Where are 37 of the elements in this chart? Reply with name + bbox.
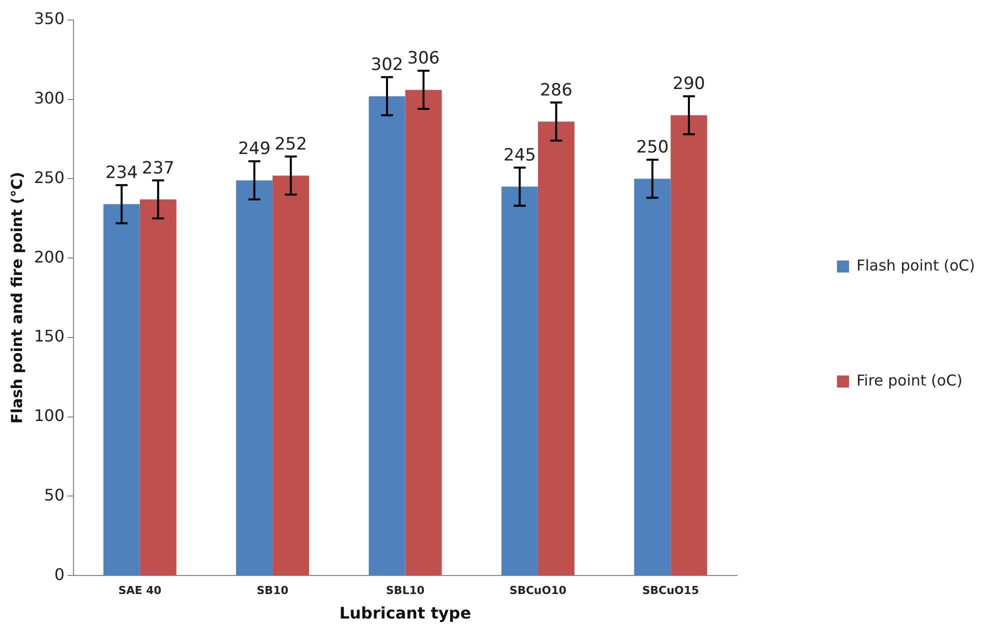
- bar: [634, 178, 671, 576]
- x-tick-label: SAE 40: [118, 584, 162, 598]
- data-label: 286: [540, 80, 572, 100]
- bar: [236, 180, 273, 576]
- y-tick-label: 200: [34, 247, 65, 266]
- data-label: 245: [503, 146, 536, 166]
- bar: [670, 115, 708, 576]
- data-label: 234: [105, 163, 138, 184]
- bar: [140, 199, 176, 576]
- y-tick-label: 150: [34, 326, 65, 346]
- data-label: 249: [238, 139, 271, 160]
- y-tick-label: 100: [34, 406, 65, 426]
- bar: [368, 96, 406, 576]
- y-tick-label: 50: [44, 485, 65, 504]
- data-label: 302: [370, 55, 404, 76]
- bar: [501, 186, 538, 576]
- data-label: 237: [142, 158, 174, 178]
- data-label: 306: [407, 48, 440, 69]
- legend-label: Flash point (oC): [856, 256, 975, 274]
- y-tick-label: 350: [34, 9, 65, 28]
- x-axis-title: Lubricant type: [339, 604, 472, 623]
- x-tick-label: SBCuO10: [510, 584, 567, 598]
- y-tick-label: 300: [34, 88, 65, 108]
- bar: [405, 90, 442, 576]
- x-tick-label: SBL10: [386, 584, 425, 598]
- bar: [103, 204, 140, 576]
- y-axis-title: Flash point and fire point (°C): [8, 172, 26, 424]
- bar: [538, 122, 574, 576]
- x-tick-label: SBCuO15: [642, 584, 700, 598]
- legend-label: Fire point (oC): [856, 371, 962, 390]
- y-tick-label: 0: [54, 564, 65, 584]
- y-tick-label: 250: [34, 168, 65, 187]
- data-label: 250: [636, 138, 669, 158]
- bar: [272, 176, 310, 576]
- x-tick-label: SB10: [256, 584, 289, 598]
- data-label: 252: [274, 134, 308, 154]
- data-label: 290: [672, 74, 706, 94]
